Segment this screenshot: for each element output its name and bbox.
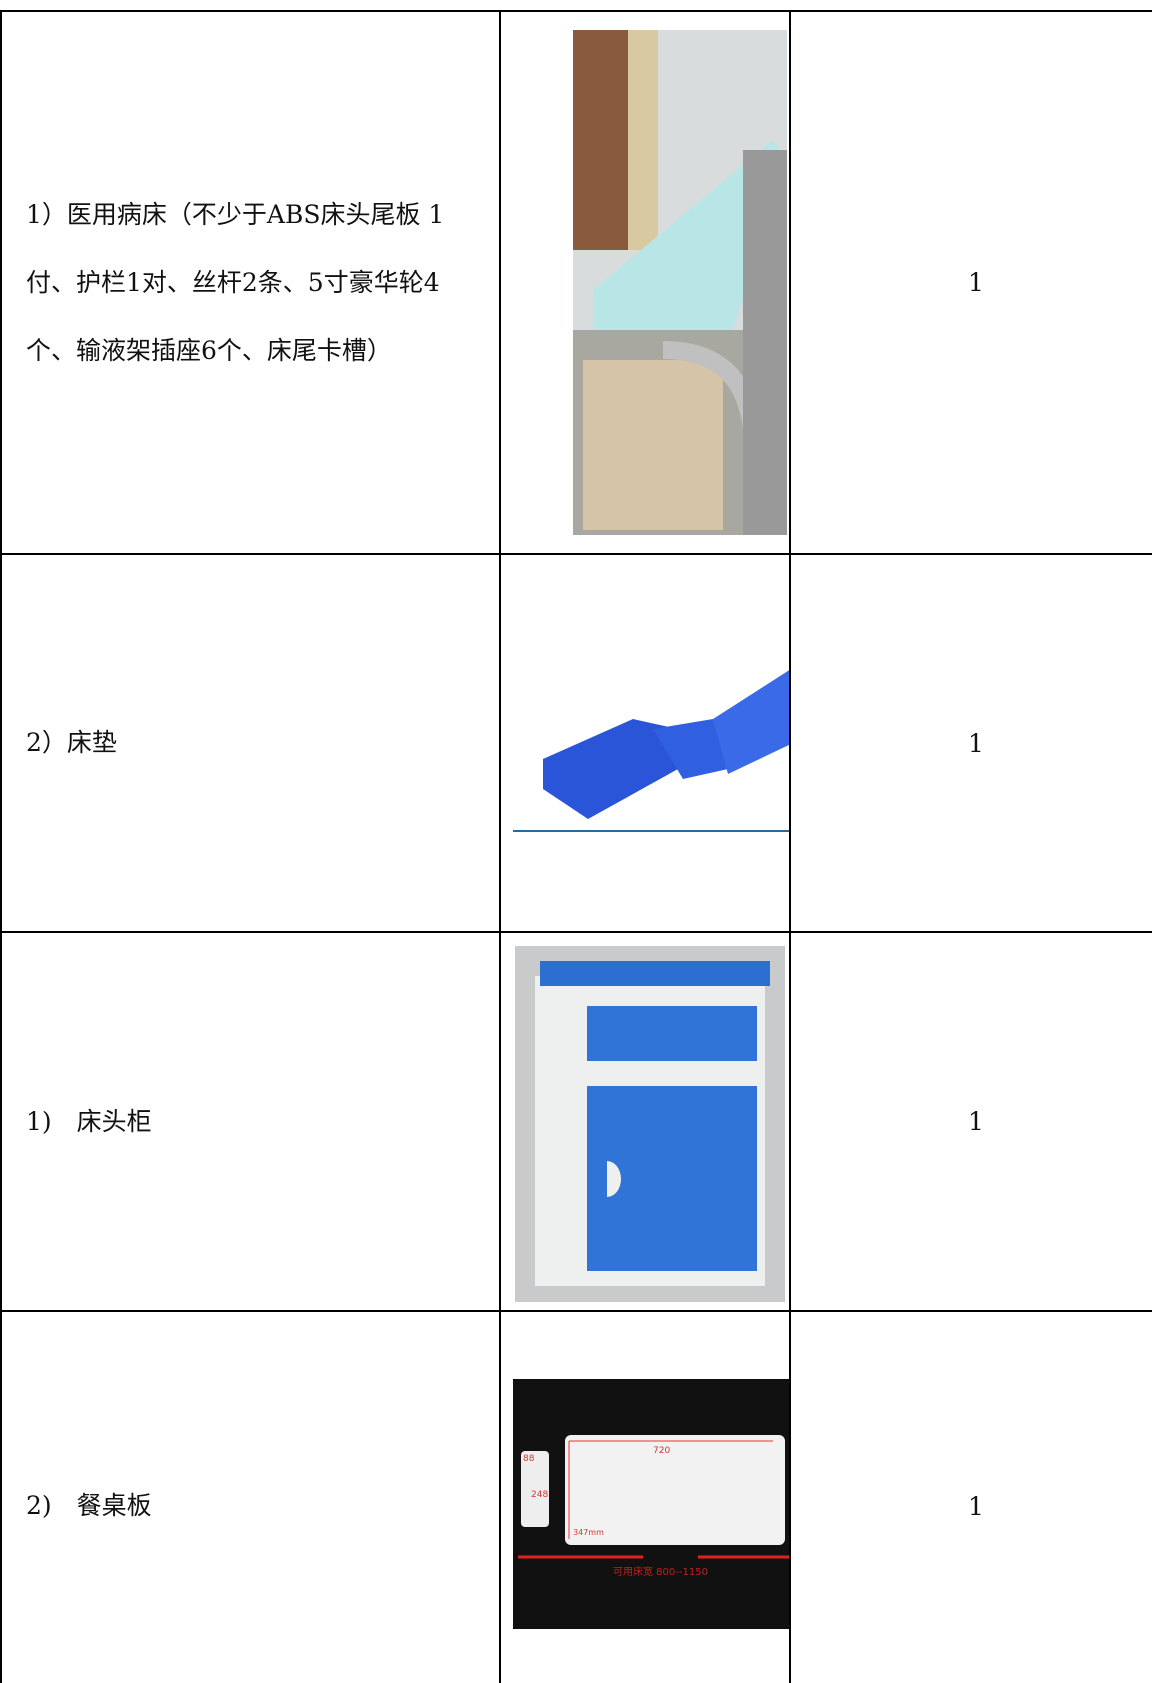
item-text: 1）医用病床（不少于ABS床头尾板 1付、护栏1对、丝杆2条、5寸豪华轮4个、输… bbox=[26, 199, 445, 365]
item-cell: 2) 餐桌板 bbox=[0, 1312, 499, 1683]
table-row: 1）医用病床（不少于ABS床头尾板 1付、护栏1对、丝杆2条、5寸豪华轮4个、输… bbox=[0, 10, 1152, 553]
table-row: 1) 床头柜 1 bbox=[0, 931, 1152, 1310]
table-row: 2) 餐桌板 720 88 248 347mm 可用床宽 800--1150 1 bbox=[0, 1310, 1152, 1683]
image-cell bbox=[499, 12, 789, 553]
mattress-image bbox=[513, 669, 791, 832]
image-cell bbox=[499, 933, 789, 1310]
quantity-cell: 1 bbox=[789, 933, 1152, 1310]
quantity-cell: 1 bbox=[789, 555, 1152, 931]
item-cell: 2）床垫 bbox=[0, 555, 499, 931]
item-cell: 1) 床头柜 bbox=[0, 933, 499, 1310]
quantity: 1 bbox=[968, 728, 984, 758]
image-label: 88 bbox=[523, 1454, 535, 1464]
cabinet-image bbox=[515, 946, 785, 1302]
quantity: 1 bbox=[968, 1107, 984, 1136]
item-text: 2）床垫 bbox=[26, 728, 117, 757]
image-cell bbox=[499, 555, 791, 931]
item-text: 1) 床头柜 bbox=[26, 1106, 152, 1136]
quantity-cell: 1 bbox=[789, 12, 1152, 553]
quantity-cell: 1 bbox=[789, 1312, 1152, 1683]
quantity: 1 bbox=[968, 1491, 984, 1521]
item-cell: 1）医用病床（不少于ABS床头尾板 1付、护栏1对、丝杆2条、5寸豪华轮4个、输… bbox=[0, 12, 499, 553]
item-text: 2) 餐桌板 bbox=[26, 1491, 152, 1520]
table-row: 2）床垫 1 bbox=[0, 553, 1152, 931]
table-board-image: 720 88 248 347mm 可用床宽 800--1150 bbox=[513, 1379, 791, 1629]
image-label: 347mm bbox=[573, 1528, 604, 1537]
quantity: 1 bbox=[968, 268, 984, 297]
image-label: 可用床宽 800--1150 bbox=[613, 1565, 708, 1578]
image-label: 720 bbox=[653, 1446, 670, 1456]
image-cell: 720 88 248 347mm 可用床宽 800--1150 bbox=[499, 1312, 791, 1683]
bed-image bbox=[573, 30, 787, 535]
image-label: 248 bbox=[531, 1490, 548, 1500]
